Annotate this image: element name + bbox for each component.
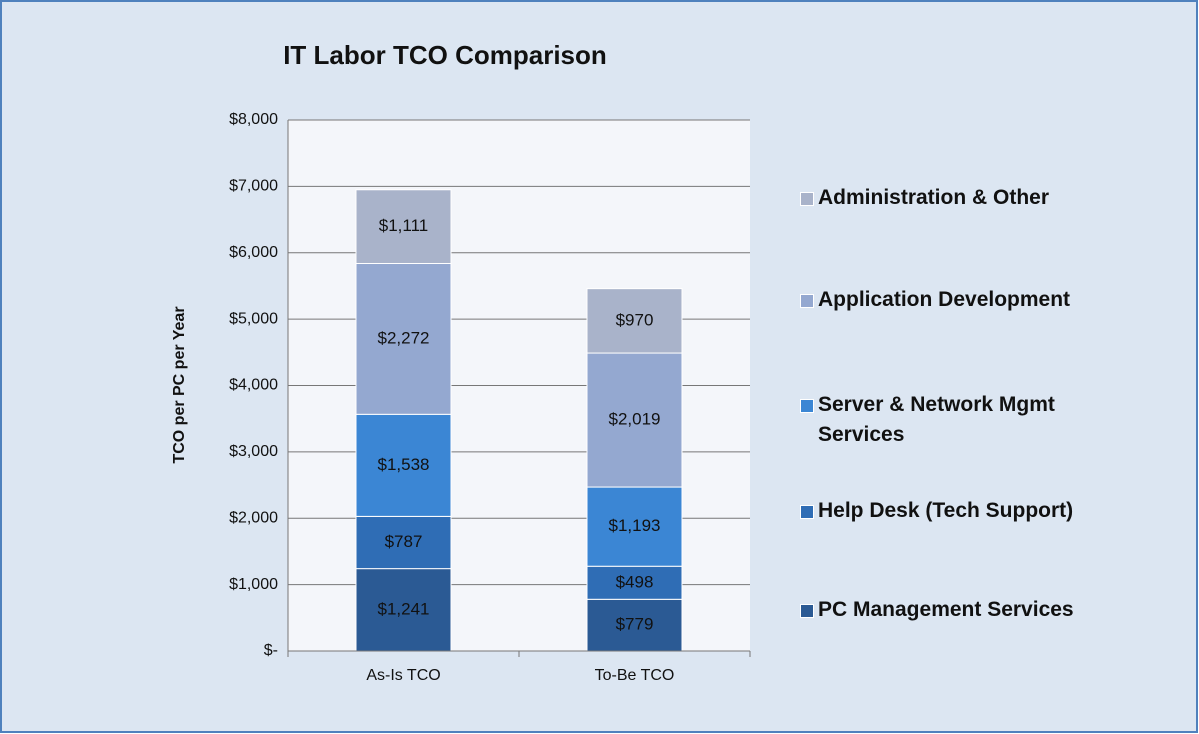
y-tick-label: $- [264, 642, 278, 659]
data-label: $1,193 [609, 516, 661, 535]
x-tick-label: As-Is TCO [366, 667, 440, 684]
bar-segment [355, 189, 452, 265]
chart-title: IT Labor TCO Comparison [283, 40, 607, 70]
bar-segment [586, 486, 683, 567]
data-label: $498 [616, 572, 654, 591]
legend-entry: PC Management Services [800, 595, 1160, 625]
legend-swatch [800, 604, 814, 618]
data-label: $787 [385, 532, 423, 551]
bar-segment [586, 352, 683, 488]
legend-swatch [800, 192, 814, 206]
legend-label: Administration & Other [818, 186, 1050, 209]
data-label: $1,111 [379, 216, 428, 235]
legend-label: Application Development [818, 288, 1071, 311]
legend-label: Help Desk (Tech Support) [818, 499, 1074, 522]
legend-swatch [800, 399, 814, 413]
legend-label: PC Management Services [818, 598, 1074, 621]
data-label: $970 [616, 310, 654, 329]
legend-swatch [800, 294, 814, 308]
data-label: $2,272 [378, 328, 430, 347]
y-tick-label: $3,000 [229, 443, 278, 460]
bar-segment [355, 515, 452, 570]
bar-segment [355, 413, 452, 517]
y-tick-label: $5,000 [229, 310, 278, 327]
y-tick-label: $4,000 [229, 377, 278, 394]
y-tick-label: $6,000 [229, 244, 278, 261]
y-tick-label: $8,000 [229, 111, 278, 128]
y-tick-label: $7,000 [229, 178, 278, 195]
data-label: $2,019 [609, 410, 661, 429]
data-label: $779 [616, 615, 654, 634]
x-tick-label: To-Be TCO [595, 667, 675, 684]
bar-segment [586, 288, 683, 354]
legend-entry: Administration & Other [800, 183, 1160, 213]
legend-label: Server & Network Mgmt Services [818, 393, 1055, 446]
data-label: $1,241 [378, 599, 430, 618]
bar-segment [355, 263, 452, 415]
y-tick-label: $1,000 [229, 576, 278, 593]
legend-entry: Server & Network Mgmt Services [800, 390, 1160, 450]
data-label: $1,538 [378, 455, 430, 474]
legend-entry: Application Development [800, 285, 1160, 315]
y-tick-label: $2,000 [229, 509, 278, 526]
legend-entry: Help Desk (Tech Support) [800, 496, 1160, 526]
bar-segment [355, 568, 452, 652]
legend-swatch [800, 505, 814, 519]
y-axis-label: TCO per PC per Year [171, 306, 188, 463]
bar-segment [586, 565, 683, 600]
